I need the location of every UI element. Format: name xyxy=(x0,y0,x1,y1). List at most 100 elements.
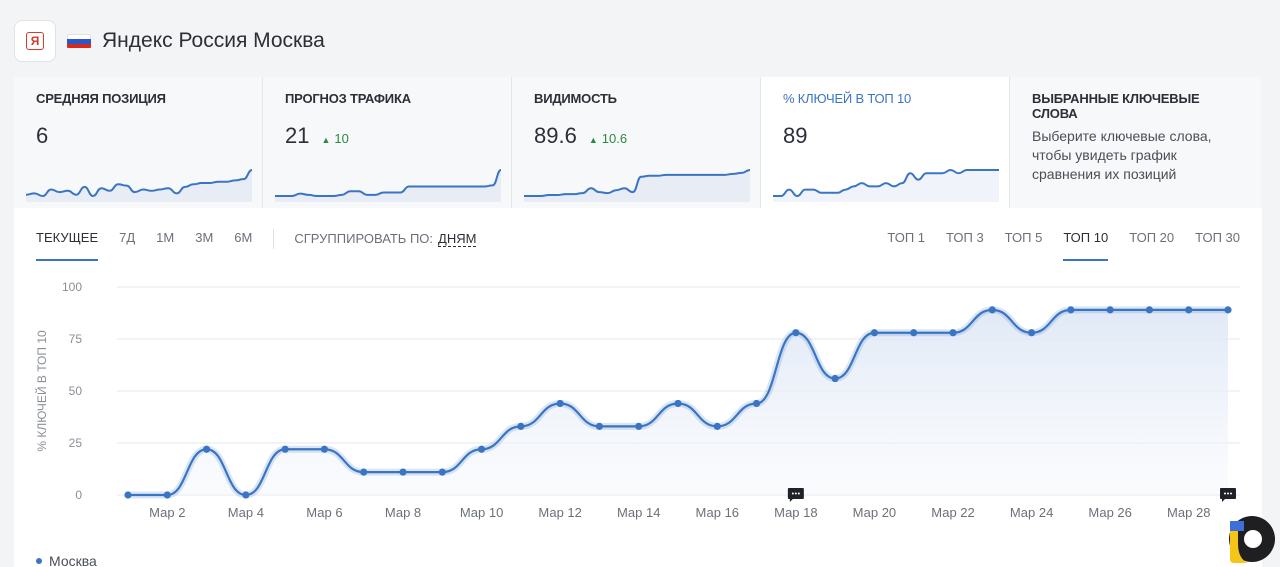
delta-value: 10.6 xyxy=(601,131,628,146)
flag-stripe xyxy=(67,39,91,44)
data-point[interactable] xyxy=(1027,329,1036,337)
x-tick-label: Мар 24 xyxy=(1010,505,1054,520)
data-point[interactable] xyxy=(713,422,721,430)
sparkline-line xyxy=(26,169,252,198)
data-point[interactable] xyxy=(870,329,879,337)
data-point[interactable] xyxy=(988,306,996,314)
arrow-up-icon: ▲ xyxy=(321,135,331,145)
data-point[interactable] xyxy=(674,399,682,408)
metric-label: ВЫБРАННЫЕ КЛЮЧЕВЫЕ СЛОВА xyxy=(1032,91,1200,121)
brand-logo-icon xyxy=(1229,516,1275,563)
tab-top1[interactable]: ТОП 1 xyxy=(887,230,926,245)
chart-legend: Москва xyxy=(36,553,97,567)
x-tick-label: Мар 2 xyxy=(149,505,185,520)
data-point[interactable] xyxy=(399,468,407,476)
metric-label: СРЕДНЯЯ ПОЗИЦИЯ xyxy=(36,91,166,106)
metric-card-top10-share[interactable]: % КЛЮЧЕЙ В ТОП 10 89 xyxy=(761,77,1010,208)
tab-3m[interactable]: 3М xyxy=(195,230,214,245)
metric-card-visibility[interactable]: ВИДИМОСТЬ 89.6 ▲ 10.6 xyxy=(512,77,761,208)
comment-icon[interactable] xyxy=(787,488,804,502)
metric-card-avg-position[interactable]: СРЕДНЯЯ ПОЗИЦИЯ 6 xyxy=(14,77,263,208)
tab-current[interactable]: ТЕКУЩЕЕ xyxy=(36,230,99,261)
group-by-label: СГРУППИРОВАТЬ ПО: xyxy=(294,230,434,246)
page-title: Яндекс Россия Москва xyxy=(102,29,325,52)
data-point[interactable] xyxy=(163,491,171,499)
metric-card-selected-keywords[interactable]: ВЫБРАННЫЕ КЛЮЧЕВЫЕ СЛОВА Выберите ключев… xyxy=(1010,77,1261,208)
delta-value: 10 xyxy=(334,131,349,146)
data-point[interactable] xyxy=(242,491,250,499)
data-point[interactable] xyxy=(438,468,446,476)
tab-top20[interactable]: ТОП 20 xyxy=(1129,230,1175,245)
sparkline xyxy=(275,169,501,202)
tab-top5[interactable]: ТОП 5 xyxy=(1004,230,1043,245)
data-point[interactable] xyxy=(281,445,289,453)
y-tick-label: 75 xyxy=(69,332,83,346)
data-point[interactable] xyxy=(910,329,918,337)
y-tick-label: 50 xyxy=(69,384,83,398)
data-point[interactable] xyxy=(477,445,486,453)
data-point[interactable] xyxy=(1185,306,1193,314)
sparkline-area xyxy=(275,170,501,202)
data-point[interactable] xyxy=(1106,306,1114,314)
data-point[interactable] xyxy=(320,445,329,453)
y-tick-label: 100 xyxy=(62,280,82,294)
metric-value: 21 xyxy=(285,123,310,148)
tab-top30[interactable]: ТОП 30 xyxy=(1195,230,1240,245)
x-tick-label: Мар 10 xyxy=(460,505,504,520)
arrow-up-icon: ▲ xyxy=(588,135,598,145)
sparkline-line xyxy=(773,168,999,198)
y-tick-label: 25 xyxy=(69,436,83,450)
metric-description: Выберите ключевые слова, чтобы увидеть г… xyxy=(1032,128,1212,182)
metric-label: % КЛЮЧЕЙ В ТОП 10 xyxy=(783,91,912,106)
legend-series-name[interactable]: Москва xyxy=(49,553,97,567)
metric-delta: ▲ 10 xyxy=(321,131,348,146)
data-point[interactable] xyxy=(792,329,800,337)
yandex-icon: Я xyxy=(26,32,44,50)
x-tick-label: Мар 28 xyxy=(1167,505,1211,520)
comment-icon[interactable] xyxy=(1220,488,1236,502)
data-point[interactable] xyxy=(752,399,761,408)
header: Я Яндекс Россия Москва xyxy=(14,20,325,62)
data-point[interactable] xyxy=(556,399,564,408)
legend-dot xyxy=(36,558,42,564)
tab-6m[interactable]: 6М xyxy=(234,230,253,245)
metric-card-traffic-forecast[interactable]: ПРОГНОЗ ТРАФИКА 21 ▲ 10 xyxy=(263,77,512,208)
flag-stripe xyxy=(67,34,91,40)
data-point[interactable] xyxy=(1067,306,1075,314)
y-tick-label: 0 xyxy=(75,488,82,502)
x-tick-label: Мар 22 xyxy=(931,505,975,520)
search-engine-logo[interactable]: Я xyxy=(14,20,56,62)
metrics-cards: СРЕДНЯЯ ПОЗИЦИЯ 6 ПРОГНОЗ ТРАФИКА 21 ▲ 10… xyxy=(14,77,1262,208)
tab-top10[interactable]: ТОП 10 xyxy=(1063,230,1109,261)
sparkline xyxy=(773,168,999,202)
data-point[interactable] xyxy=(1145,306,1154,314)
metric-delta: ▲ 10.6 xyxy=(589,131,627,146)
sparkline xyxy=(26,169,252,202)
period-tabs: ТЕКУЩЕЕ 7Д 1М 3М 6М СГРУППИРОВАТЬ ПО: ДН… xyxy=(36,228,477,261)
group-by-dropdown[interactable]: ДНЯМ xyxy=(438,230,477,247)
x-tick-label: Мар 12 xyxy=(538,505,582,520)
tab-1m[interactable]: 1М xyxy=(156,230,175,245)
data-point[interactable] xyxy=(202,445,211,453)
tab-top3[interactable]: ТОП 3 xyxy=(946,230,984,245)
metric-value: 89.6 xyxy=(534,123,577,148)
data-point[interactable] xyxy=(1224,306,1232,314)
x-tick-label: Мар 18 xyxy=(774,505,818,520)
data-point[interactable] xyxy=(517,422,525,430)
data-point[interactable] xyxy=(124,491,132,499)
sparkline-area xyxy=(26,170,252,202)
data-point[interactable] xyxy=(595,422,604,430)
data-point[interactable] xyxy=(949,329,957,337)
data-point[interactable] xyxy=(360,468,368,476)
tab-7d[interactable]: 7Д xyxy=(119,230,136,245)
x-tick-label: Мар 6 xyxy=(306,505,342,520)
data-point[interactable] xyxy=(831,374,839,383)
data-point[interactable] xyxy=(635,422,643,430)
group-by: СГРУППИРОВАТЬ ПО: ДНЯМ xyxy=(294,230,477,261)
y-axis-label: % КЛЮЧЕЙ В ТОП 10 xyxy=(34,330,49,452)
top-tabs: ТОП 1 ТОП 3 ТОП 5 ТОП 10 ТОП 20 ТОП 30 xyxy=(866,230,1240,261)
divider xyxy=(273,228,275,249)
x-tick-label: Мар 4 xyxy=(228,505,264,520)
sparkline-line xyxy=(524,169,750,197)
x-tick-label: Мар 26 xyxy=(1088,505,1132,520)
